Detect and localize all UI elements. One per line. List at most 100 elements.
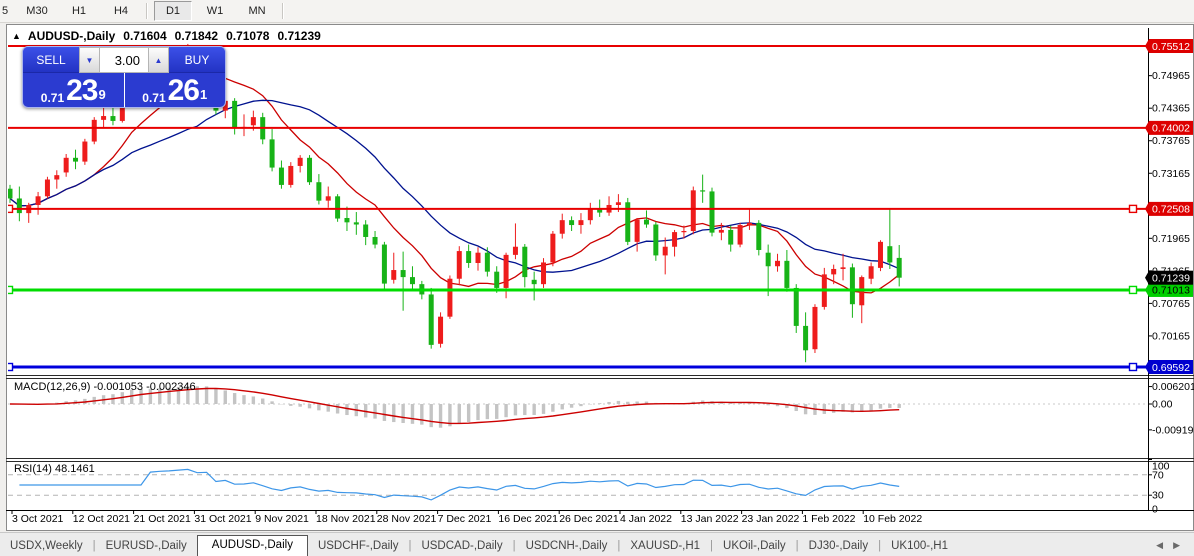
- chart-tab-ukoil[interactable]: UKOil-,Daily: [723, 540, 786, 552]
- volume-increase-button[interactable]: ▲: [148, 47, 169, 73]
- rsi-line: [19, 468, 900, 501]
- volume-input[interactable]: 3.00: [100, 47, 148, 73]
- candle-body: [35, 196, 41, 205]
- rsi-label: RSI(14) 48.1461: [14, 463, 95, 475]
- candle-body: [831, 268, 837, 275]
- buy-price-prefix: 0.71: [142, 91, 166, 105]
- candle-body: [484, 252, 490, 272]
- candle-body: [765, 252, 771, 267]
- macd-signal-line: [9, 387, 900, 425]
- candle-body: [690, 190, 696, 232]
- candle-body: [232, 100, 238, 129]
- chart-tab-uk100[interactable]: UK100-,H1: [891, 540, 948, 552]
- timeframe-button-w1[interactable]: W1: [206, 5, 224, 17]
- price-tick-label: 0.74365: [1152, 103, 1190, 115]
- chart-tab-usdcad[interactable]: USDCAD-,Daily: [421, 540, 503, 552]
- chart-tab-xauusd[interactable]: XAUUSD-,H1: [630, 540, 701, 552]
- date-tick-label: 31 Oct 2021: [194, 513, 251, 525]
- candle-body: [288, 165, 294, 185]
- candle-body: [718, 229, 724, 233]
- sell-price-button[interactable]: 0.71 23 9: [23, 73, 125, 107]
- candle-body: [896, 257, 902, 278]
- candle-body: [868, 266, 874, 279]
- candle-body: [325, 196, 331, 201]
- rsi-tick-label: 100: [1152, 461, 1170, 473]
- toolbar-separator: [146, 3, 148, 19]
- svg-text:0.75512: 0.75512: [1152, 41, 1190, 53]
- candle-body: [222, 100, 228, 111]
- candle-body: [250, 117, 256, 126]
- candle-body: [82, 141, 88, 162]
- tab-separator: |: [617, 540, 621, 552]
- timeframe-button-h1[interactable]: H1: [71, 5, 87, 17]
- chart-tab-eurusd[interactable]: EURUSD-,Daily: [105, 540, 187, 552]
- candle-body: [784, 260, 790, 288]
- date-tick-label: 26 Dec 2021: [559, 513, 619, 525]
- level-price-badge: 0.71013: [1145, 282, 1193, 297]
- candle-body: [344, 217, 350, 223]
- timeframe-button-mn[interactable]: MN: [248, 5, 266, 17]
- chart-tab-audusd[interactable]: AUDUSD-,Daily: [196, 535, 308, 556]
- level-handle[interactable]: [1128, 285, 1138, 295]
- candle-body: [756, 222, 762, 250]
- level-handle[interactable]: [6, 285, 14, 295]
- candle-body: [353, 222, 359, 225]
- one-click-trading-panel: SELL ▼ 3.00 ▲ BUY 0.71 23 9 0.71 26 1: [22, 46, 226, 108]
- chart-tab-usdcnh[interactable]: USDCNH-,Daily: [525, 540, 608, 552]
- tab-scroll-left-icon[interactable]: ◀: [1156, 540, 1164, 550]
- tab-separator: |: [795, 540, 799, 552]
- buy-button[interactable]: BUY: [169, 47, 225, 73]
- candle-body: [54, 175, 60, 180]
- candle-body: [297, 157, 303, 166]
- candle-body: [447, 278, 453, 317]
- volume-decrease-button[interactable]: ▼: [79, 47, 100, 73]
- candle-body: [494, 271, 500, 288]
- sell-button[interactable]: SELL: [23, 47, 79, 73]
- rsi-tick-label: 70: [1152, 469, 1164, 481]
- chart-tab-usdchf[interactable]: USDCHF-,Daily: [317, 540, 399, 552]
- candle-body: [363, 224, 369, 237]
- candle-body: [840, 267, 846, 269]
- timeframe-button-d1[interactable]: D1: [154, 1, 192, 21]
- candle-body: [63, 157, 69, 173]
- candle-body: [16, 198, 22, 214]
- candle-body: [278, 167, 284, 185]
- candle-body: [569, 220, 575, 226]
- chart-window: [6, 24, 1194, 531]
- timeframe-button-m30[interactable]: M30: [26, 5, 48, 17]
- collapse-chart-icon[interactable]: ▲: [12, 31, 21, 41]
- level-handle[interactable]: [6, 204, 14, 214]
- tab-separator: |: [408, 540, 412, 552]
- candle-body: [503, 254, 509, 288]
- level-handle[interactable]: [6, 362, 14, 372]
- tab-scroll-right-icon[interactable]: ▶: [1173, 540, 1180, 550]
- svg-text:0.74002: 0.74002: [1152, 123, 1190, 135]
- plot-area[interactable]: [6, 43, 1149, 501]
- timeframe-button-h4[interactable]: H4: [113, 5, 129, 17]
- date-tick-label: 13 Jan 2022: [681, 513, 739, 525]
- buy-price-button[interactable]: 0.71 26 1: [125, 73, 226, 107]
- timeframe-button-5[interactable]: 5: [1, 5, 9, 17]
- candle-body: [316, 182, 322, 201]
- sell-price-big: 23: [66, 74, 98, 108]
- svg-text:0.71239: 0.71239: [1152, 272, 1190, 284]
- candle-body: [438, 316, 444, 344]
- chart-tab-usdx[interactable]: USDX,Weekly: [10, 540, 83, 552]
- price-tick-label: 0.70165: [1152, 330, 1190, 342]
- level-price-badge: 0.75512: [1145, 39, 1193, 53]
- chart-tab-dj30[interactable]: DJ30-,Daily: [808, 540, 869, 552]
- level-handle[interactable]: [1128, 204, 1138, 214]
- level-handle[interactable]: [1128, 362, 1138, 372]
- macd-tick-label: -0.009197: [1152, 424, 1194, 436]
- candle-body: [737, 225, 743, 245]
- price-tick-label: 0.73765: [1152, 135, 1190, 147]
- tab-separator: |: [710, 540, 714, 552]
- macd-tick-label: 0.006201: [1152, 381, 1194, 393]
- chart-title: ▲ AUDUSD-,Daily 0.71604 0.71842 0.71078 …: [12, 29, 321, 43]
- sell-price-prefix: 0.71: [40, 91, 65, 105]
- date-tick-label: 9 Nov 2021: [255, 513, 309, 525]
- candle-body: [466, 251, 472, 264]
- price-tick-label: 0.70765: [1152, 298, 1190, 310]
- candle-body: [391, 270, 397, 280]
